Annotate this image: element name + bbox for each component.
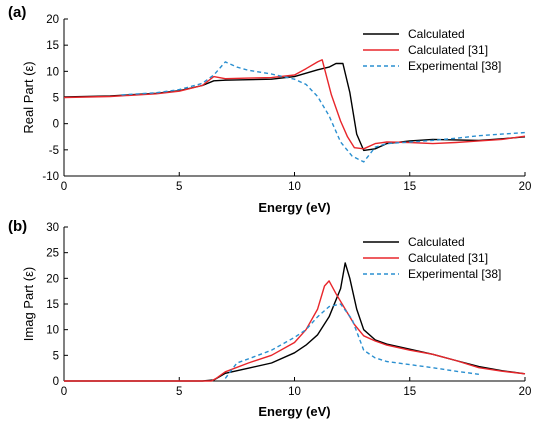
series-line-calculated bbox=[63, 62, 526, 152]
legend-label-calculated31: Calculated [31] bbox=[408, 251, 488, 265]
y-tick-label: 5 bbox=[53, 350, 59, 362]
y-tick-label: 10 bbox=[46, 325, 59, 337]
series-line-calculated31 bbox=[63, 59, 526, 150]
y-tick-label: 20 bbox=[46, 273, 59, 285]
panel-label: (a) bbox=[8, 4, 26, 21]
legend-label-calculated31: Calculated [31] bbox=[408, 43, 488, 57]
x-tick-label: 0 bbox=[61, 181, 67, 193]
legend: Calculated Calculated [31] Experimental [3… bbox=[363, 235, 501, 281]
x-tick-label: 5 bbox=[176, 386, 182, 398]
x-tick-label: 20 bbox=[519, 386, 532, 398]
y-tick-label: 15 bbox=[46, 299, 59, 311]
legend-label-experimental: Experimental [38] bbox=[408, 267, 501, 281]
y-axis-title: Real Part (ε) bbox=[21, 61, 36, 133]
x-tick-label: 0 bbox=[61, 386, 67, 398]
legend-label-calculated: Calculated bbox=[408, 235, 465, 249]
y-tick-label: 5 bbox=[53, 93, 59, 105]
x-tick-label: 15 bbox=[403, 386, 416, 398]
y-tick-label: -10 bbox=[42, 171, 59, 183]
y-tick-label: -5 bbox=[49, 145, 59, 157]
x-tick-label: 10 bbox=[288, 386, 301, 398]
chart-panel-b: 0 5 10 15 20 0 5 10 15 20 25 30 (b) Energy (eV) Imag P… bbox=[8, 218, 531, 419]
x-tick-label: 10 bbox=[288, 181, 301, 193]
chart-panel-a: 0 5 10 15 20 -10 -5 0 5 10 15 20 (a) Energy (eV) Real … bbox=[8, 4, 531, 215]
y-tick-label: 25 bbox=[46, 248, 59, 260]
legend-label-calculated: Calculated bbox=[408, 27, 465, 41]
series-line-experimental bbox=[121, 61, 526, 163]
legend: Calculated Calculated [31] Experimental [3… bbox=[363, 27, 501, 73]
chart-panels: 0 5 10 15 20 -10 -5 0 5 10 15 20 (a) Energy (eV) Real … bbox=[8, 4, 531, 419]
y-tick-label: 15 bbox=[46, 40, 59, 52]
series-line-calculated31 bbox=[64, 280, 526, 382]
y-tick-label: 0 bbox=[53, 119, 59, 131]
x-axis-title: Energy (eV) bbox=[258, 404, 330, 419]
y-tick-label: 30 bbox=[46, 222, 59, 234]
legend-label-experimental: Experimental [38] bbox=[408, 59, 501, 73]
y-tick-label: 0 bbox=[53, 376, 59, 388]
y-tick-label: 20 bbox=[46, 14, 59, 26]
x-axis-title: Energy (eV) bbox=[258, 200, 330, 215]
y-axis-title: Imag Part (ε) bbox=[21, 267, 36, 341]
x-tick-label: 20 bbox=[519, 181, 532, 193]
x-tick-label: 15 bbox=[403, 181, 416, 193]
y-tick-label: 10 bbox=[46, 66, 59, 78]
x-tick-label: 5 bbox=[176, 181, 182, 193]
series-line-experimental bbox=[224, 303, 479, 379]
panel-label: (b) bbox=[8, 218, 27, 235]
